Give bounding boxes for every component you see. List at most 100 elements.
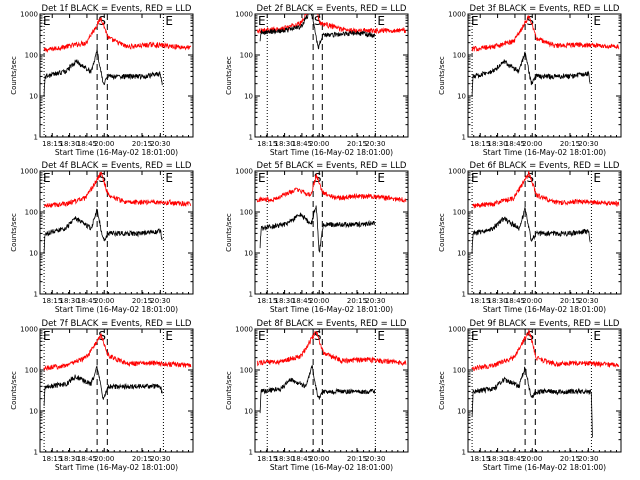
y-axis-label: Counts/sec (225, 56, 233, 95)
y-tick-label: 100 (453, 52, 466, 60)
plot-frame (467, 13, 622, 138)
y-tick-label: 1000 (448, 11, 466, 19)
y-tick-label: 10 (29, 250, 38, 258)
x-tick-label: 20:30 (578, 297, 598, 305)
y-tick-label: 100 (240, 209, 253, 217)
x-tick-label: 18:30 (274, 297, 294, 305)
eclipse-marker-left: E (258, 171, 266, 185)
eclipse-marker-left: E (43, 14, 51, 28)
lld-series-line (471, 15, 620, 52)
x-tick-label: 18:15 (42, 297, 62, 305)
x-tick-label: 20:30 (150, 455, 170, 463)
panel-title: Det 5f BLACK = Events, RED = LLD (257, 161, 407, 171)
x-tick-label: 20:00 (94, 140, 114, 148)
x-tick-label: 18:45 (505, 140, 525, 148)
saa-marker: S (314, 14, 322, 28)
y-tick-label: 100 (25, 209, 38, 217)
x-tick-label: 20:30 (578, 455, 598, 463)
y-tick-label: 10 (29, 408, 38, 416)
x-tick-label: 18:45 (77, 140, 97, 148)
panel-title: Det 9f BLACK = Events, RED = LLD (470, 319, 620, 329)
y-tick-label: 100 (453, 367, 466, 375)
detector-panel: Det 3f BLACK = Events, RED = LLD 1 10 100 10… (438, 4, 622, 157)
y-axis-label: Counts/sec (438, 56, 446, 95)
x-tick-label: 18:30 (487, 297, 507, 305)
x-tick-label: 18:30 (274, 140, 294, 148)
y-axis-label: Counts/sec (10, 56, 18, 95)
eclipse-marker-left: E (258, 329, 266, 343)
x-tick-label: 20:30 (365, 297, 385, 305)
eclipse-marker-right: E (377, 14, 385, 28)
x-axis-label: Start Time (16-May-02 18:01:00) (55, 305, 178, 314)
lld-series-line (256, 14, 407, 35)
x-tick-label: 18:15 (257, 140, 277, 148)
x-tick-label: 18:45 (292, 455, 312, 463)
x-tick-label: 20:00 (309, 297, 329, 305)
x-tick-label: 20:30 (150, 297, 170, 305)
events-series-line (43, 364, 163, 407)
y-tick-label: 10 (244, 408, 253, 416)
y-tick-label: 100 (240, 367, 253, 375)
x-tick-label: 18:45 (77, 297, 97, 305)
x-tick-label: 20:15 (132, 455, 152, 463)
eclipse-marker-right: E (165, 14, 173, 28)
y-tick-label: 1000 (235, 168, 253, 176)
detector-panel: Det 6f BLACK = Events, RED = LLD 1 10 100 10… (438, 161, 622, 314)
panel-title: Det 6f BLACK = Events, RED = LLD (470, 161, 620, 171)
eclipse-marker-right: E (377, 171, 385, 185)
lld-series-line (256, 173, 407, 204)
y-tick-label: 10 (244, 250, 253, 258)
x-axis-label: Start Time (16-May-02 18:01:00) (483, 305, 606, 314)
x-tick-label: 20:00 (309, 140, 329, 148)
x-tick-label: 20:15 (347, 140, 367, 148)
panel-title: Det 1f BLACK = Events, RED = LLD (42, 4, 192, 14)
x-tick-label: 18:15 (257, 455, 277, 463)
y-axis-label: Counts/sec (438, 371, 446, 410)
eclipse-marker-left: E (471, 14, 479, 28)
plot-frame (39, 328, 194, 453)
x-tick-label: 20:00 (522, 297, 542, 305)
x-tick-label: 20:15 (560, 455, 580, 463)
y-tick-label: 1 (249, 134, 253, 142)
y-tick-label: 10 (457, 93, 466, 101)
y-tick-label: 100 (25, 52, 38, 60)
x-tick-label: 18:15 (470, 297, 490, 305)
detector-panel: Det 9f BLACK = Events, RED = LLD 1 10 100 10… (438, 319, 622, 472)
eclipse-marker-right: E (593, 329, 601, 343)
x-axis-label: Start Time (16-May-02 18:01:00) (55, 463, 178, 472)
x-tick-label: 18:30 (487, 455, 507, 463)
x-tick-label: 20:30 (578, 140, 598, 148)
x-tick-label: 18:30 (274, 455, 294, 463)
x-axis-label: Start Time (16-May-02 18:01:00) (270, 148, 393, 157)
y-tick-label: 1 (249, 449, 253, 457)
lld-series-line (471, 171, 620, 209)
y-tick-label: 10 (457, 408, 466, 416)
x-tick-label: 20:00 (94, 455, 114, 463)
x-tick-label: 20:00 (522, 140, 542, 148)
x-axis-label: Start Time (16-May-02 18:01:00) (55, 148, 178, 157)
panel-title: Det 4f BLACK = Events, RED = LLD (42, 161, 192, 171)
x-axis-label: Start Time (16-May-02 18:01:00) (270, 305, 393, 314)
events-series-line (259, 365, 376, 414)
x-tick-label: 20:00 (522, 455, 542, 463)
x-tick-label: 18:15 (470, 140, 490, 148)
detector-panel: Det 4f BLACK = Events, RED = LLD 1 10 100 10… (10, 161, 194, 314)
x-tick-label: 18:30 (487, 140, 507, 148)
lld-series-line (256, 331, 407, 367)
y-axis-label: Counts/sec (225, 213, 233, 252)
x-tick-label: 18:15 (257, 297, 277, 305)
x-tick-label: 20:30 (365, 140, 385, 148)
y-tick-label: 10 (457, 250, 466, 258)
saa-marker: S (98, 171, 106, 185)
eclipse-marker-right: E (165, 171, 173, 185)
x-tick-label: 20:15 (347, 297, 367, 305)
panel-title: Det 8f BLACK = Events, RED = LLD (257, 319, 407, 329)
x-axis-label: Start Time (16-May-02 18:01:00) (483, 463, 606, 472)
y-axis-label: Counts/sec (438, 213, 446, 252)
x-tick-label: 18:15 (470, 455, 490, 463)
y-tick-label: 100 (25, 367, 38, 375)
eclipse-marker-right: E (377, 329, 385, 343)
y-axis-label: Counts/sec (225, 371, 233, 410)
panel-title: Det 2f BLACK = Events, RED = LLD (257, 4, 407, 14)
